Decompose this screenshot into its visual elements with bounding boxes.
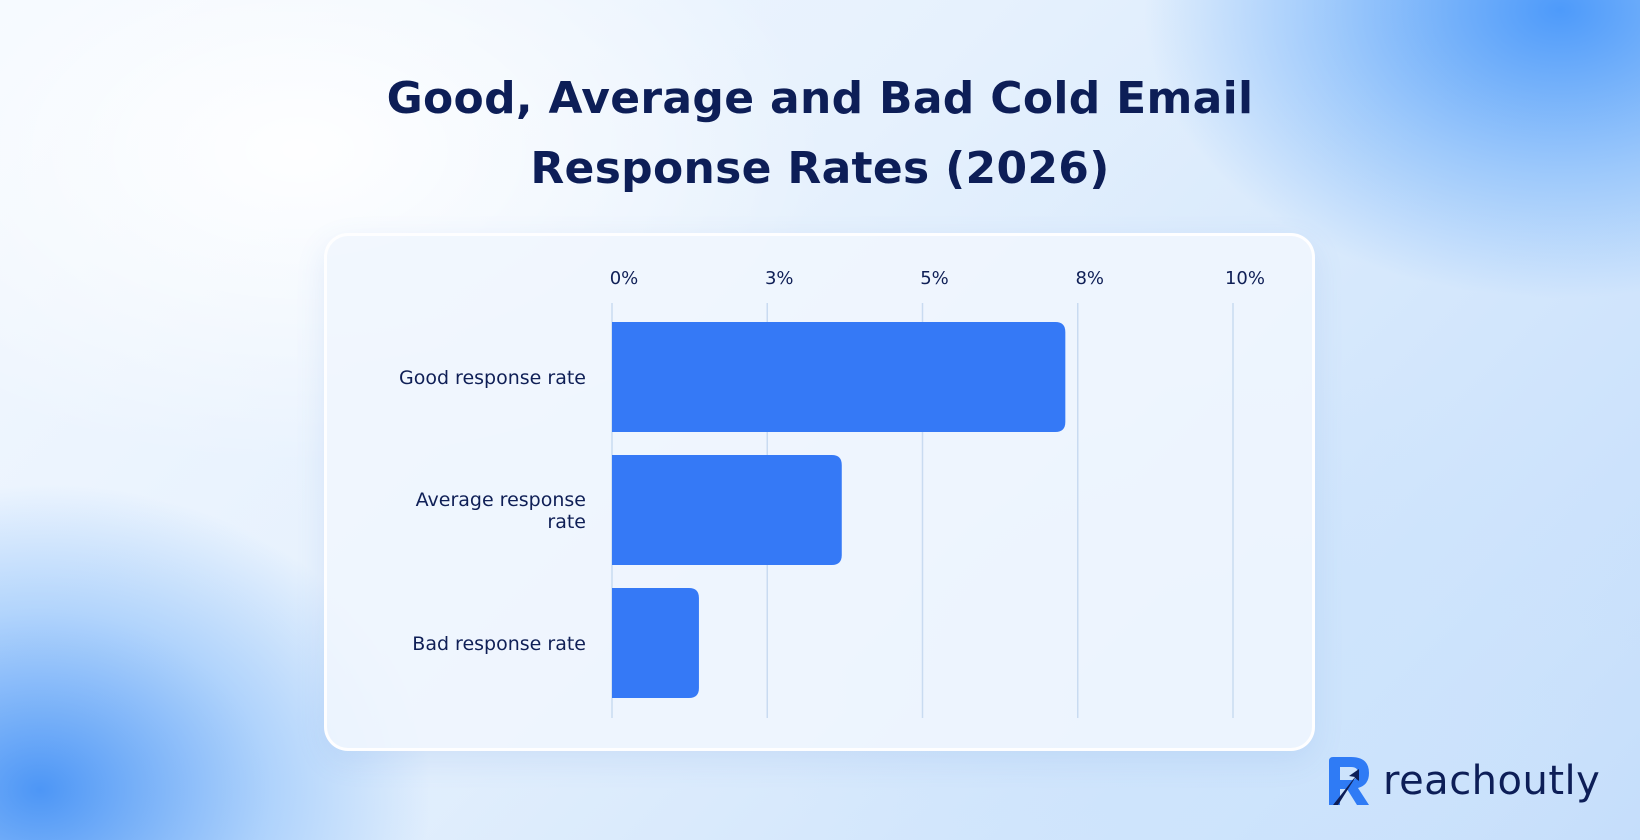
category-label: Good response rate (399, 367, 586, 389)
bar (612, 322, 1066, 432)
brand-logo: reachoutly (1325, 753, 1615, 809)
category-label: Average response rate (416, 489, 586, 533)
brand-name: reachoutly (1383, 758, 1601, 804)
bar (612, 455, 842, 565)
chart-title-line-2: Response Rates (2026) (530, 143, 1110, 194)
x-tick-label: 3% (765, 268, 794, 289)
category-label: Bad response rate (412, 633, 586, 655)
chart-title: Good, Average and Bad Cold Email Respons… (0, 64, 1640, 204)
bar (612, 588, 699, 698)
x-tick-label: 10% (1225, 268, 1265, 289)
chart-title-line-1: Good, Average and Bad Cold Email (386, 73, 1254, 124)
reachoutly-r-arrow-icon (1329, 757, 1369, 805)
chart-card (324, 233, 1315, 751)
x-tick-label: 8% (1075, 268, 1104, 289)
x-tick-label: 0% (610, 268, 639, 289)
x-tick-label: 5% (920, 268, 949, 289)
